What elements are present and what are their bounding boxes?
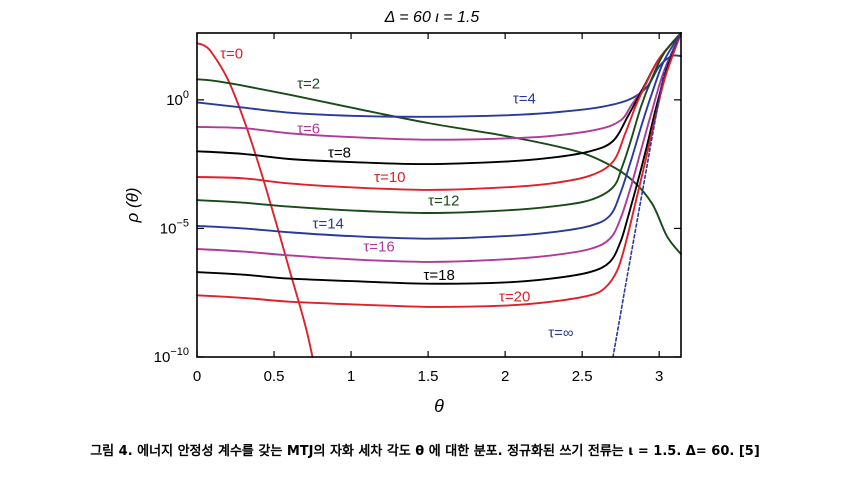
x-axis-ticks: 0 0.5 1 1.5 2 2.5 3: [193, 33, 663, 385]
x-tick-label-0: 0: [193, 368, 201, 385]
series-line-7: [196, 32, 682, 240]
series-line-4: [196, 32, 682, 166]
series-line-5: [196, 32, 682, 191]
series-label-2: τ=4: [513, 91, 536, 108]
x-tick-label-6: 3: [655, 368, 663, 385]
series-line-8: [196, 32, 682, 263]
series-curves: [196, 32, 682, 358]
plot-frame: [196, 32, 682, 358]
x-tick-label-4: 2: [501, 368, 509, 385]
series-label-9: τ=18: [423, 267, 454, 284]
series-label-6: τ=12: [428, 192, 459, 209]
series-line-0: [196, 42, 314, 358]
series-line-9: [196, 32, 682, 285]
series-line-11: [612, 32, 682, 358]
series-line-1: [196, 78, 682, 256]
y-tick-label-0: 100: [166, 89, 189, 109]
x-tick-label-1: 0.5: [264, 368, 285, 385]
series-label-0: τ=0: [220, 46, 243, 63]
series-label-11: τ=∞: [548, 325, 574, 342]
series-line-3: [196, 32, 682, 141]
y-tick-label-1: 10−5: [160, 217, 189, 237]
figure-caption: 그림 4. 에너지 안정성 계수를 갖는 MTJ의 자화 세차 각도 θ 에 대…: [90, 444, 760, 459]
series-labels: τ=0 τ=2 τ=4 τ=6 τ=8 τ=10 τ=12 τ=14 τ=16 τ=18 τ=20 τ…: [220, 46, 574, 342]
y-axis-ticks: 100 10−5 10−10: [154, 89, 681, 366]
x-axis-label: θ: [434, 396, 444, 416]
x-tick-label-3: 1.5: [418, 368, 439, 385]
x-tick-label-5: 2.5: [572, 368, 593, 385]
rho-theta-chart: Δ = 60 ι = 1.5 τ=0τ=2τ=4τ=6τ=8τ=10τ=12τ=…: [123, 9, 682, 416]
series-label-1: τ=2: [297, 75, 320, 92]
series-line-2: [196, 54, 682, 118]
series-label-7: τ=14: [313, 215, 344, 232]
y-axis-label: ρ (θ): [123, 187, 142, 223]
series-label-5: τ=10: [374, 169, 405, 186]
series-line-10: [196, 32, 682, 308]
series-label-8: τ=16: [363, 239, 394, 256]
series-line-6: [196, 32, 682, 214]
series-label-3: τ=6: [297, 120, 320, 137]
series-label-10: τ=20: [499, 289, 530, 306]
y-tick-label-2: 10−10: [154, 346, 189, 366]
chart-title: Δ = 60 ι = 1.5: [384, 9, 480, 26]
x-tick-label-2: 1: [347, 368, 355, 385]
series-label-4: τ=8: [328, 145, 351, 162]
